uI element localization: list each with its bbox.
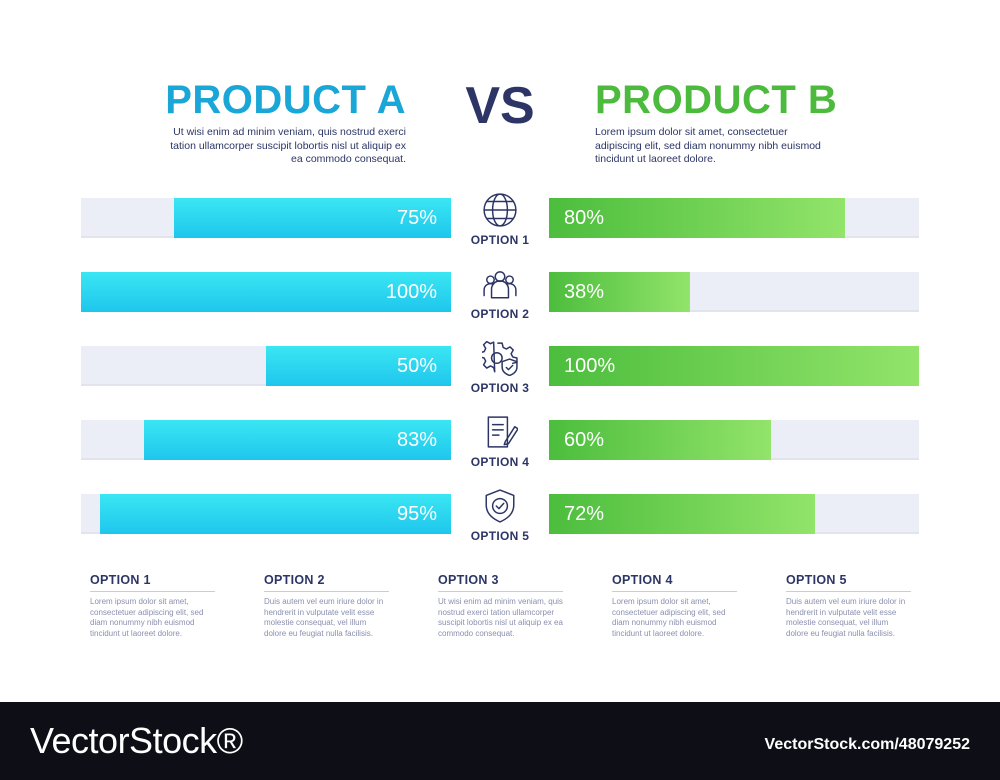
product-a-bar-track: 95% [81, 494, 451, 534]
option-note-title: OPTION 2 [264, 573, 389, 592]
option-marker: OPTION 5 [451, 488, 549, 543]
product-b-title: PRODUCT B [595, 78, 838, 122]
product-b-bar: 100% [549, 346, 919, 386]
bar-value-label: 38% [564, 281, 605, 303]
option-note-text: Duis autem vel eum iriure dolor in hendr… [786, 597, 906, 638]
option-note: OPTION 5 Duis autem vel eum iriure dolor … [786, 573, 911, 639]
option-note-title: OPTION 3 [438, 573, 563, 592]
bar-value-label: 72% [564, 503, 605, 525]
product-b-bar: 72% [549, 494, 816, 534]
team-icon [483, 271, 517, 299]
vs-label: VS [465, 77, 535, 135]
option-label: OPTION 5 [470, 529, 530, 543]
product-b-bar: 38% [549, 272, 690, 312]
option-marker: OPTION 1 [451, 192, 549, 247]
document-edit-icon [487, 416, 518, 448]
watermark-id: VectorStock.com/48079252 [764, 736, 970, 753]
product-a-bar-track: 100% [81, 272, 451, 312]
product-a-bar: 83% [143, 420, 451, 460]
product-b-bar: 80% [549, 198, 845, 238]
option-note: OPTION 2 Duis autem vel eum iriure dolor … [264, 573, 389, 639]
product-a-title: PRODUCT A [165, 78, 406, 122]
option-note: OPTION 3 Ut wisi enim ad minim veniam, qu… [438, 573, 563, 639]
product-b-bar: 60% [549, 420, 771, 460]
product-a-bar: 75% [173, 198, 451, 238]
option-note-text: Lorem ipsum dolor sit amet, consectetuer… [90, 597, 204, 638]
product-b-bar-track: 38% [549, 272, 919, 312]
shield-check-icon [485, 489, 515, 523]
option-marker: OPTION 3 [451, 340, 549, 395]
option-note-title: OPTION 5 [786, 573, 911, 592]
bar-value-label: 75% [396, 207, 437, 229]
bar-value-label: 95% [396, 503, 437, 525]
product-b-bar-track: 60% [549, 420, 919, 460]
option-label: OPTION 1 [470, 233, 530, 247]
option-note-title: OPTION 4 [612, 573, 737, 592]
product-a-bar-track: 83% [81, 420, 451, 460]
product-a-bar: 50% [266, 346, 451, 386]
product-a-bar-track: 50% [81, 346, 451, 386]
product-b-bar-track: 72% [549, 494, 919, 534]
option-label: OPTION 2 [470, 307, 530, 321]
option-note: OPTION 4 Lorem ipsum dolor sit amet, cons… [612, 573, 737, 639]
option-note-title: OPTION 1 [90, 573, 215, 592]
gear-shield-icon [482, 340, 518, 376]
option-note-text: Ut wisi enim ad minim veniam, quis nostr… [438, 597, 563, 638]
bar-value-label: 83% [396, 429, 437, 451]
product-b-bar-track: 80% [549, 198, 919, 238]
option-label: OPTION 3 [470, 381, 530, 395]
product-a-bar-track: 75% [81, 198, 451, 238]
bar-value-label: 50% [396, 355, 437, 377]
option-note-text: Duis autem vel eum iriure dolor in hendr… [264, 597, 384, 638]
globe-icon [483, 193, 517, 227]
bar-value-label: 100% [564, 355, 616, 377]
option-marker: OPTION 4 [451, 414, 549, 469]
product-a-description: Ut wisi enim ad minim veniam, quis nostr… [170, 126, 406, 165]
option-label: OPTION 4 [470, 455, 530, 469]
option-note: OPTION 1 Lorem ipsum dolor sit amet, cons… [90, 573, 215, 639]
option-marker: OPTION 2 [451, 266, 549, 321]
bar-value-label: 100% [385, 281, 437, 303]
bar-value-label: 60% [564, 429, 605, 451]
option-note-text: Lorem ipsum dolor sit amet, consectetuer… [612, 597, 726, 638]
product-a-bar: 100% [81, 272, 451, 312]
product-a-bar: 95% [99, 494, 451, 534]
watermark-logo: VectorStock® [30, 720, 243, 761]
product-b-bar-track: 100% [549, 346, 919, 386]
bar-value-label: 80% [564, 207, 605, 229]
watermark-bar: VectorStock® VectorStock.com/48079252 [0, 702, 1000, 780]
product-b-description: Lorem ipsum dolor sit amet, consectetuer… [595, 126, 821, 165]
